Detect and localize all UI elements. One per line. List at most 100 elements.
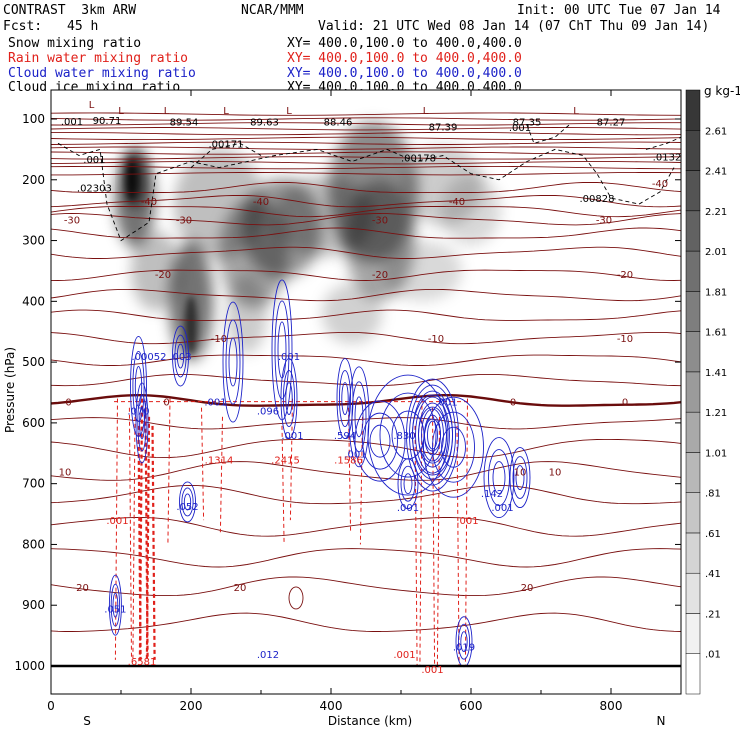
rain-contour	[114, 398, 118, 660]
rain-contour	[128, 407, 132, 660]
temperature-contours	[51, 181, 681, 632]
cloud-contour	[512, 456, 528, 500]
cloud-contour	[460, 631, 468, 653]
isotherm-line	[51, 131, 681, 136]
colorbar-label: 1.41	[705, 368, 727, 379]
colorbar-segment	[685, 89, 701, 131]
colorbar-label: 1.61	[705, 328, 727, 339]
colorbar-label: 1.21	[705, 408, 727, 419]
colorbar-segment	[685, 371, 701, 413]
colorbar-segment	[685, 210, 701, 252]
ice-value-label: 89.54	[170, 117, 199, 128]
cloud-core-ring	[406, 378, 459, 492]
colorbar-segment	[685, 452, 701, 493]
snow-core	[185, 295, 197, 356]
x-tick-label: 600	[460, 699, 483, 713]
ice-contour	[645, 136, 681, 150]
legend-rain-name: Rain water mixing ratio	[8, 51, 189, 66]
isotherm-label: 0	[622, 398, 628, 409]
isotherm-label: 20	[234, 583, 247, 594]
ice-value-label: 89.63	[250, 117, 279, 128]
colorbar-label: .41	[705, 569, 721, 580]
cloud-contour	[483, 437, 515, 519]
colorbar-segment	[685, 331, 701, 373]
colorbar-label: 2.01	[705, 247, 727, 258]
cloud-value-label: .830	[393, 431, 415, 442]
upper-isotherms	[51, 112, 681, 176]
isotherm-line	[51, 127, 681, 131]
colorbar-segment	[685, 653, 701, 695]
isotherm-label: -20	[617, 270, 633, 281]
cloud-value-label: .00052	[132, 352, 167, 363]
isotherm-label: -20	[372, 270, 388, 281]
isotherm-contour	[51, 227, 681, 239]
cloud-value-label: .001	[435, 398, 457, 409]
colorbar-segment	[685, 613, 701, 654]
valid-time: Valid: 21 UTC Wed 08 Jan 14 (07 ChT Thu …	[318, 19, 710, 34]
cloud-contour	[181, 487, 194, 517]
cloud-contour	[172, 325, 189, 387]
y-tick-label: 700	[22, 477, 45, 491]
freezing-level	[51, 394, 681, 407]
cloud-contour	[354, 396, 364, 438]
rain-contour	[219, 416, 223, 533]
isotherm-label: 0	[163, 398, 169, 409]
cloud-value-label: .019	[453, 643, 475, 654]
ice-value-label: .001	[83, 155, 105, 166]
y-tick-label: 200	[22, 173, 45, 187]
isotherm-label: -30	[372, 215, 388, 226]
colorbar-segment	[685, 492, 701, 534]
y-tick-label: 800	[22, 537, 45, 551]
rain-value-label: .001	[421, 665, 443, 676]
rain-contour	[167, 398, 171, 545]
isotherm-label: -30	[64, 215, 80, 226]
contour-labels: -40 -40 -40 -40 -30 -30 -30 -30 -20 -20 -20 -10 -10 -…	[59, 100, 681, 676]
cloud-contour	[338, 370, 352, 428]
rain-contour	[456, 425, 460, 667]
colorbar-label: 1.01	[705, 448, 727, 459]
colorbar-segment	[685, 532, 701, 574]
colorbar: .01 .21 .41 .61 .81 1.01 1.21 1.41 1.61 1.81 2.01 2…	[685, 89, 727, 695]
snow-shading	[115, 121, 501, 362]
ice-value-label: 90.71	[93, 116, 122, 127]
model-title: CONTRAST 3km ARW	[3, 3, 137, 18]
ice-contour	[190, 142, 262, 168]
isotherm-label: -20	[155, 270, 171, 281]
rain-value-label: .2415	[271, 455, 300, 466]
rain-contour	[132, 416, 136, 660]
ice-contour	[526, 124, 570, 144]
x-tick-label: 800	[600, 699, 623, 713]
cloud-value-label: .001	[397, 503, 419, 514]
cloud-value-label: .001	[278, 352, 300, 363]
cloud-core-ring	[424, 414, 441, 456]
isotherm-contour	[51, 194, 681, 208]
colorbar-segment	[685, 411, 701, 453]
colorbar-segment	[685, 572, 701, 614]
cloud-contour	[285, 382, 293, 416]
rain-contour	[145, 416, 151, 660]
cloud-contour	[274, 300, 290, 400]
colorbar-label: .21	[705, 609, 721, 620]
cloud-core-ring	[418, 402, 447, 468]
colorbar-label: 2.21	[705, 207, 727, 218]
isotherm-contour	[51, 517, 681, 537]
x-axis-label: Distance (km)	[328, 714, 412, 728]
cloud-contour	[379, 392, 437, 478]
isotherm-label: -30	[176, 215, 192, 226]
cloud-value-label: .001	[344, 449, 366, 460]
isotherm-label: -10	[617, 334, 633, 345]
isotherm-label: -10	[428, 334, 444, 345]
ice-value-label: 88.46	[324, 117, 353, 128]
rain-contours	[114, 398, 471, 667]
isotherm-label: -40	[449, 197, 465, 208]
rain-value-label: .6581	[128, 657, 157, 668]
isotherm-line	[51, 172, 681, 176]
cloud-contour	[492, 461, 506, 495]
isotherm-contour	[51, 213, 681, 226]
legend-cloud-xy: XY= 400.0,100.0 to 400.0,400.0	[287, 66, 522, 81]
ice-contour	[57, 142, 675, 242]
isotherm-label: 0	[510, 398, 516, 409]
axes: 0 200 400 600 800100200300400500600700800900…	[14, 90, 682, 713]
ice-value-label: 87.27	[597, 117, 626, 128]
cloud-contour	[280, 358, 298, 440]
